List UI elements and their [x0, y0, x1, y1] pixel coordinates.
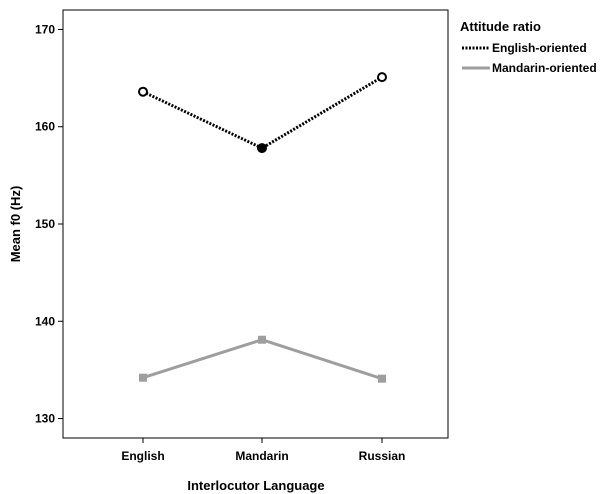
- legend-entry-label: English-oriented: [492, 41, 587, 55]
- legend: Attitude ratio English-oriented Mandarin-…: [460, 19, 597, 75]
- series-layer: [138, 72, 387, 383]
- data-point: [138, 86, 148, 97]
- x-tick-label: English: [121, 449, 164, 463]
- legend-title: Attitude ratio: [460, 19, 541, 34]
- series-line: [142, 75, 383, 150]
- x-tick-label: Russian: [359, 449, 406, 463]
- x-axis: English Mandarin Russian: [121, 438, 405, 463]
- y-tick-label: 170: [35, 22, 55, 36]
- legend-entry-label: Mandarin-oriented: [492, 61, 597, 75]
- data-point: [139, 373, 147, 382]
- x-tick-label: Mandarin: [235, 449, 288, 463]
- y-tick-label: 160: [35, 120, 55, 134]
- series-line: [142, 338, 383, 381]
- plot-frame: [62, 9, 449, 439]
- y-tick-label: 150: [35, 217, 55, 231]
- data-point: [378, 374, 386, 383]
- y-tick-label: 140: [35, 314, 55, 328]
- y-tick-label: 130: [35, 412, 55, 426]
- y-axis: 130 140 150 160 170: [35, 22, 63, 426]
- y-axis-title: Mean f0 (Hz): [8, 186, 23, 263]
- data-point: [377, 72, 387, 83]
- data-point: [258, 335, 266, 344]
- data-point: [257, 143, 267, 154]
- x-axis-title: Interlocutor Language: [187, 478, 324, 493]
